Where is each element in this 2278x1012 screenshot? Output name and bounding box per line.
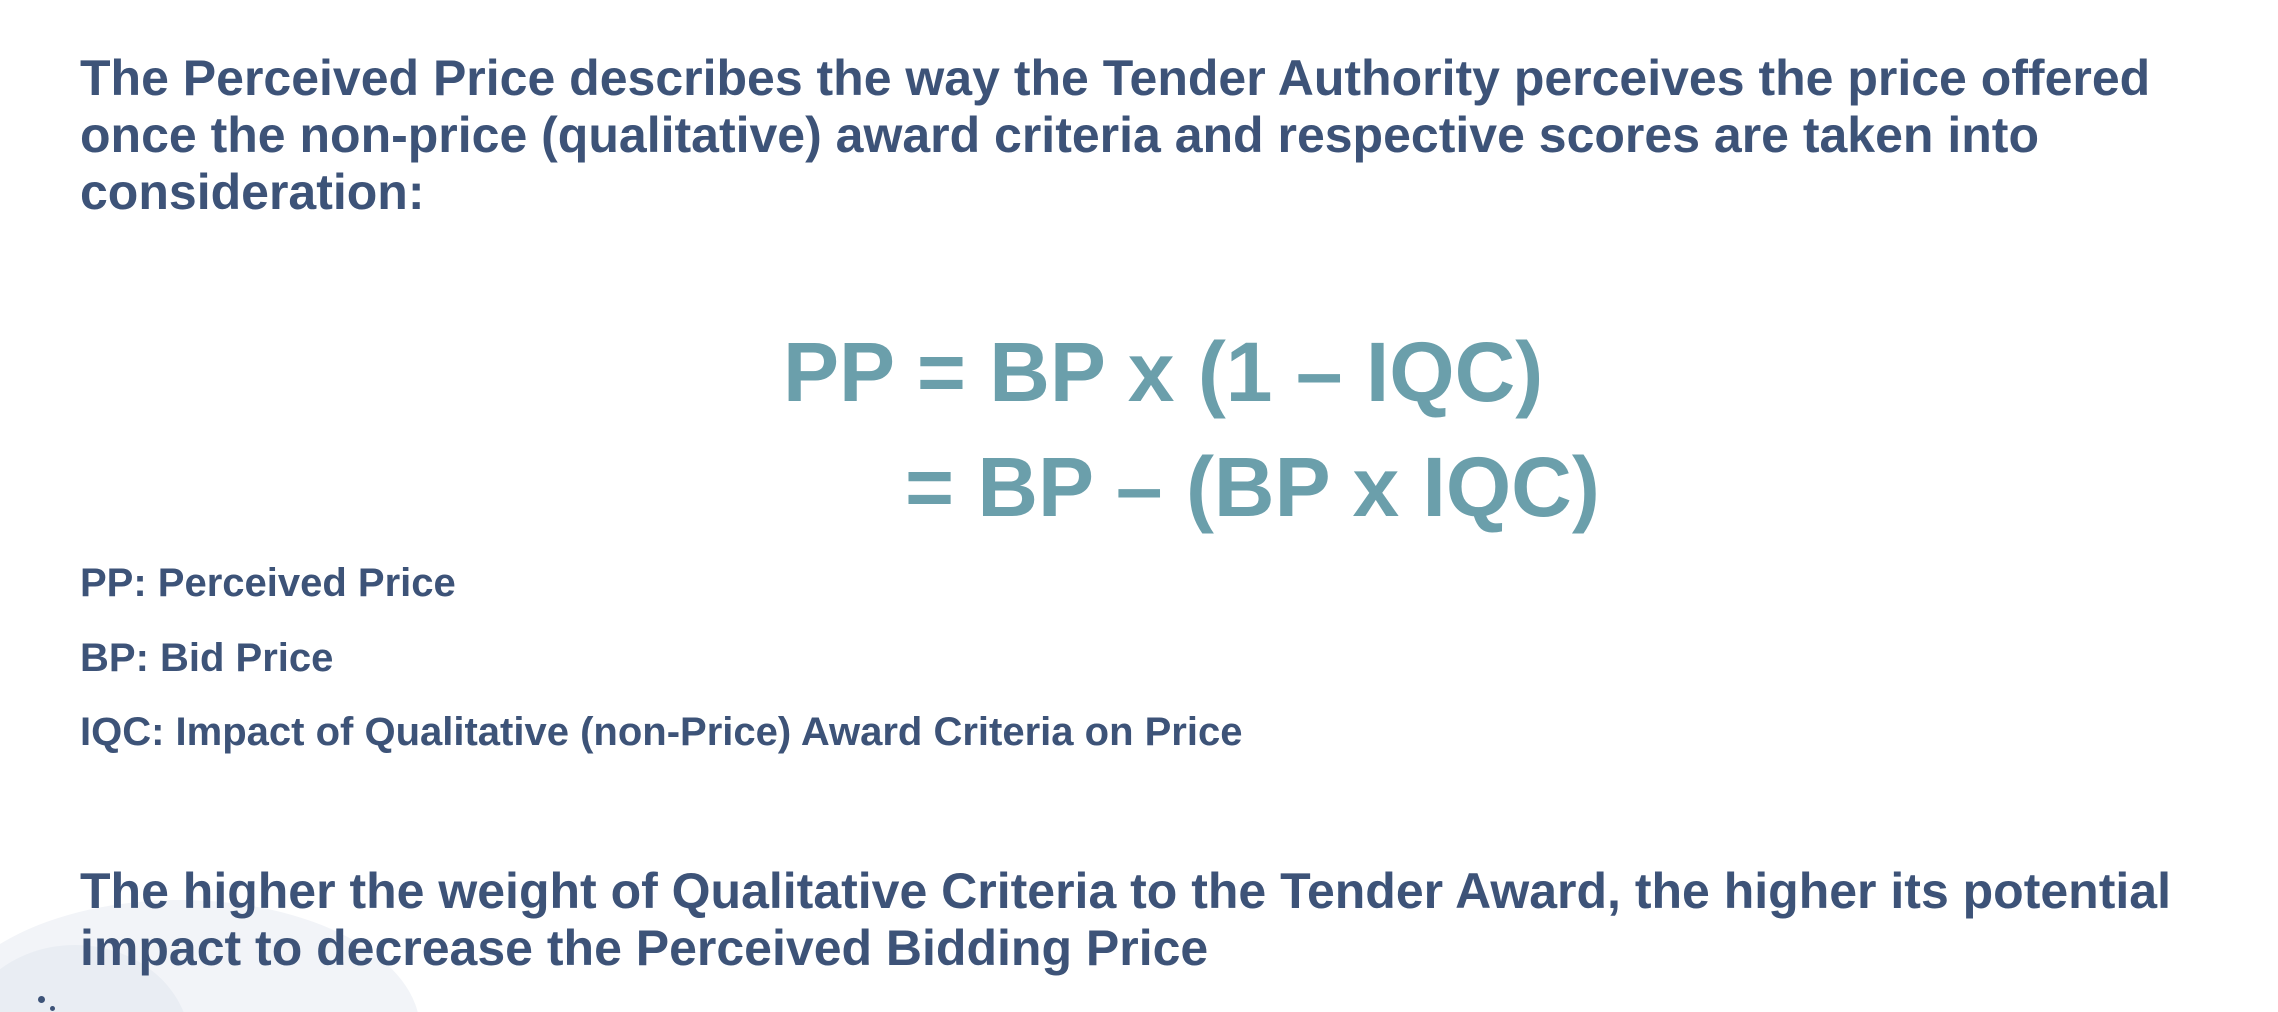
decorative-dot	[38, 996, 45, 1003]
definition-pp: PP: Perceived Price	[80, 561, 456, 605]
definition-bp: BP: Bid Price	[80, 636, 334, 680]
conclusion-paragraph: The higher the weight of Qualitative Cri…	[80, 863, 2171, 976]
intro-paragraph: The Perceived Price describes the way th…	[80, 50, 2151, 220]
formula-line-2: = BP – (BP x IQC)	[905, 440, 1600, 534]
decorative-dot	[50, 1006, 55, 1011]
definition-iqc: IQC: Impact of Qualitative (non-Price) A…	[80, 710, 1243, 754]
formula-line-1: PP = BP x (1 – IQC)	[783, 325, 1544, 419]
